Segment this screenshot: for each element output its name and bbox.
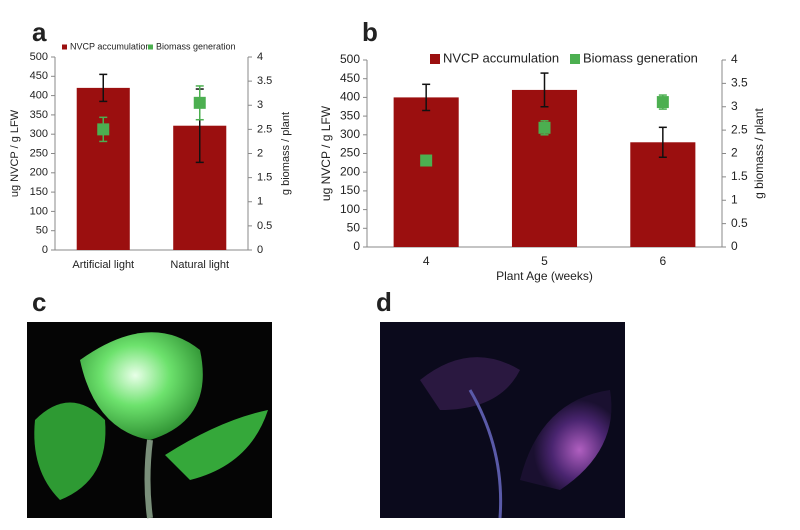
y-tick-label: 300 bbox=[340, 127, 360, 141]
y2-tick-label: 2 bbox=[257, 147, 263, 159]
y2-tick-label: 2 bbox=[731, 146, 738, 160]
y-tick-label: 350 bbox=[340, 108, 360, 122]
x-tick-label: 6 bbox=[659, 254, 666, 268]
panel-label: b bbox=[362, 17, 378, 47]
legend-swatch bbox=[62, 44, 67, 50]
legend-label: Biomass generation bbox=[583, 50, 698, 65]
y2-tick-label: 0.5 bbox=[257, 220, 272, 232]
y-tick-label: 500 bbox=[340, 52, 360, 66]
y-tick-label: 0 bbox=[353, 239, 360, 253]
y2-tick-label: 1.5 bbox=[257, 172, 272, 184]
legend-swatch bbox=[430, 54, 440, 64]
y-tick-label: 100 bbox=[30, 205, 48, 217]
y2-tick-label: 0 bbox=[257, 244, 263, 256]
marker bbox=[193, 96, 206, 109]
marker bbox=[538, 121, 551, 134]
y-tick-label: 150 bbox=[30, 186, 48, 198]
y2-tick-label: 0.5 bbox=[731, 216, 748, 230]
x-tick-label: 4 bbox=[423, 254, 430, 268]
y-tick-label: 450 bbox=[30, 70, 48, 82]
y2-tick-label: 1.5 bbox=[731, 169, 748, 183]
y2-tick-label: 3.5 bbox=[257, 75, 272, 87]
y2-tick-label: 3.5 bbox=[731, 76, 748, 90]
y2-tick-label: 3 bbox=[257, 99, 263, 111]
y-tick-label: 200 bbox=[340, 164, 360, 178]
panel-label: c bbox=[32, 287, 46, 317]
legend-swatch bbox=[148, 44, 153, 50]
y-tick-label: 150 bbox=[340, 183, 360, 197]
y-tick-label: 250 bbox=[340, 146, 360, 160]
bar bbox=[511, 89, 578, 247]
y-tick-label: 250 bbox=[30, 147, 48, 159]
x-axis-label: Plant Age (weeks) bbox=[496, 269, 593, 283]
y2-tick-label: 2.5 bbox=[257, 123, 272, 135]
y-tick-label: 400 bbox=[30, 90, 48, 102]
marker bbox=[420, 154, 433, 167]
legend-label: NVCP accumulation bbox=[443, 50, 559, 65]
y2-tick-label: 4 bbox=[731, 52, 738, 66]
y2-tick-label: 4 bbox=[257, 51, 263, 63]
y-tick-label: 450 bbox=[340, 71, 360, 85]
marker bbox=[97, 123, 110, 136]
y2-tick-label: 2.5 bbox=[731, 122, 748, 136]
marker bbox=[656, 96, 669, 109]
legend-label: Biomass generation bbox=[156, 41, 236, 51]
x-tick-label: Natural light bbox=[170, 259, 229, 271]
y-tick-label: 350 bbox=[30, 109, 48, 121]
y-tick-label: 0 bbox=[42, 244, 48, 256]
y-tick-label: 300 bbox=[30, 128, 48, 140]
y-tick-label: 50 bbox=[347, 220, 361, 234]
x-tick-label: 5 bbox=[541, 254, 548, 268]
y2-axis-label: g biomass / plant bbox=[280, 112, 292, 195]
bar bbox=[630, 142, 696, 247]
photo bbox=[380, 322, 625, 519]
y-axis-label: ug NVCP / g LFW bbox=[9, 109, 21, 197]
y-tick-label: 400 bbox=[340, 90, 360, 104]
panel-label: d bbox=[376, 287, 392, 317]
bar bbox=[393, 97, 459, 248]
y-tick-label: 200 bbox=[30, 167, 48, 179]
y2-tick-label: 1 bbox=[731, 192, 738, 206]
photo bbox=[27, 322, 272, 519]
panel-label: a bbox=[32, 17, 47, 47]
y-axis-label: ug NVCP / g LFW bbox=[319, 105, 333, 201]
y-tick-label: 100 bbox=[340, 202, 360, 216]
y2-axis-label: g biomass / plant bbox=[752, 107, 766, 198]
y2-tick-label: 1 bbox=[257, 196, 263, 208]
bar bbox=[76, 87, 130, 250]
legend-swatch bbox=[570, 54, 580, 64]
y-tick-label: 500 bbox=[30, 51, 48, 63]
y2-tick-label: 3 bbox=[731, 99, 738, 113]
y2-tick-label: 0 bbox=[731, 239, 738, 253]
legend-label: NVCP accumulation bbox=[70, 41, 150, 51]
x-tick-label: Artificial light bbox=[72, 259, 134, 271]
y-tick-label: 50 bbox=[36, 225, 48, 237]
